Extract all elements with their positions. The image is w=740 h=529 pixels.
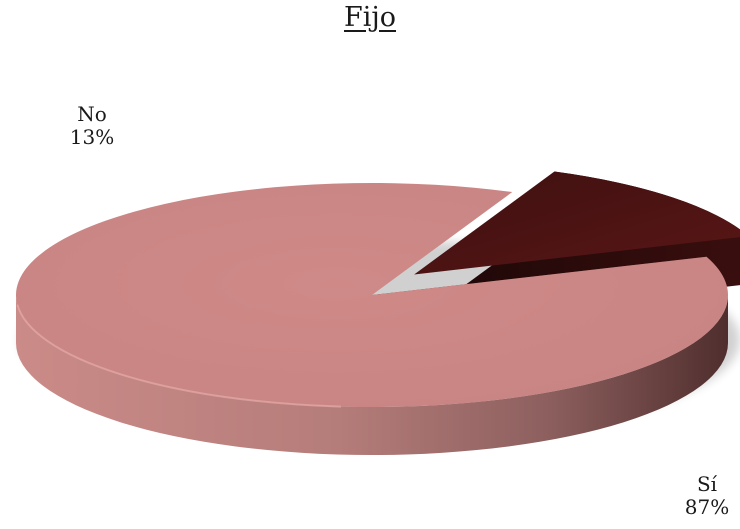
- slice-si-highlight: [16, 304, 342, 408]
- chart-title: Fijo: [344, 2, 396, 33]
- slice-label-si: Sí 87%: [674, 473, 740, 519]
- slice-si-side: [16, 295, 728, 455]
- slice-label-no-value: 13%: [69, 125, 115, 149]
- slice-label-si-category: Sí: [696, 472, 718, 496]
- slice-si: [15, 183, 728, 407]
- pie-layer: [15, 171, 740, 455]
- slice-label-no-category: No: [77, 102, 107, 126]
- slice-label-no: No 13%: [52, 103, 132, 149]
- slice-label-si-value: 87%: [684, 495, 730, 519]
- slice-no: [414, 171, 740, 275]
